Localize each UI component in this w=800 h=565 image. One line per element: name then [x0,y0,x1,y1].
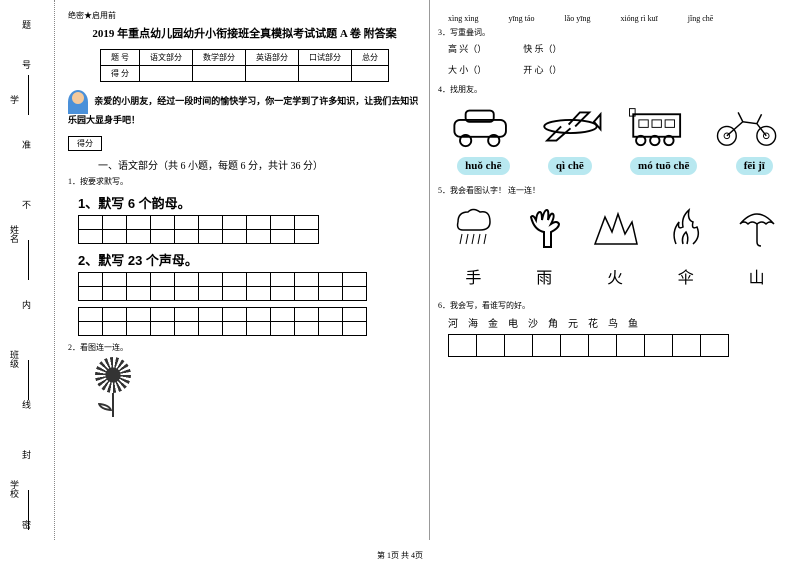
side-label: 不 [20,200,33,209]
th: 题 号 [101,50,140,66]
side-label: 号 [20,60,33,69]
side-label: 题 [20,20,33,29]
page-footer: 第 1页 共 4页 [0,550,800,561]
picture-row [438,202,792,252]
side-label: 姓名 [8,225,21,243]
score-table: 题 号 语文部分 数学部分 英语部分 口试部分 总分 得 分 [100,49,389,82]
answer-grid [78,215,319,244]
pinyin-label: qì chē [548,157,592,175]
character-row: 手 雨 火 伞 山 [438,264,792,288]
write-grid [448,334,729,357]
answer-grid [78,272,367,301]
plane-icon [533,101,608,151]
td: 得 分 [101,66,140,82]
confidential-label: 绝密★启用前 [68,10,421,21]
rain-icon [446,202,501,252]
left-column: 绝密★启用前 2019 年重点幼儿园幼升小衔接班全真模拟考试试题 A 卷 附答案… [60,0,430,540]
pinyin-label: fēi jī [736,157,773,175]
th: 总分 [352,50,389,66]
q3-label: 3．写重叠词。 [438,27,792,38]
mountain-icon [587,202,642,252]
pinyin-header: xìng xìng yīng táo lǎo yīng xióng rì kuī… [448,14,782,23]
side-label: 学 [8,95,21,104]
reduplication-row: 大 小（） 开 心（） [448,63,782,76]
boy-icon [68,90,88,114]
car-icon [445,101,520,151]
exam-title: 2019 年重点幼儿园幼升小衔接班全真模拟考试试题 A 卷 附答案 [68,25,421,41]
vehicle-row [438,101,792,151]
right-column: xìng xìng yīng táo lǎo yīng xióng rì kuī… [430,0,800,540]
q1-sub1: 1、默写 6 个韵母。 [78,193,421,212]
side-label: 准 [20,140,33,149]
intro-text: 亲爱的小朋友，经过一段时间的愉快学习，你一定学到了许多知识，让我们去知识乐园大显… [68,90,421,128]
reduplication-row: 高 兴（） 快 乐（） [448,42,782,55]
side-label: 班级 [8,350,21,368]
pinyin-label-row: huǒ chē qì chē mó tuō chē fēi jī [438,157,792,175]
umbrella-icon [729,202,784,252]
q4-label: 4．找朋友。 [438,84,792,95]
answer-grid [78,307,367,336]
side-label: 内 [20,300,33,309]
th: 数学部分 [193,50,246,66]
train-icon [622,101,697,151]
motorcycle-icon [710,101,785,151]
score-box: 得分 [68,136,102,151]
side-label: 封 [20,450,33,459]
flower-icon [88,357,138,417]
pinyin-label: huǒ chē [457,157,509,175]
write-chars-row: 河 海 金 电 沙 角 元 花 鸟 鱼 [448,315,782,330]
q6-label: 6．我会写，看谁写的好。 [438,300,792,311]
q5-label: 5．我会看图认字！ 连一连！ [438,185,792,196]
q1-sub2: 2、默写 23 个声母。 [78,250,421,269]
q2-label: 2．看图连一连。 [68,342,421,353]
side-label: 线 [20,400,33,409]
fire-icon [658,202,713,252]
q1-label: 1．按要求默写。 [68,176,421,187]
hand-icon [517,202,572,252]
th: 语文部分 [140,50,193,66]
pinyin-label: mó tuō chē [630,157,697,175]
th: 口试部分 [299,50,352,66]
binding-margin: 题 号 学 准 不 姓名 内 班级 线 封 学校 密 [0,0,55,540]
th: 英语部分 [246,50,299,66]
side-label: 密 [20,520,33,529]
section-title: 一、语文部分（共 6 小题，每题 6 分，共计 36 分） [98,157,421,172]
side-label: 学校 [8,480,21,498]
